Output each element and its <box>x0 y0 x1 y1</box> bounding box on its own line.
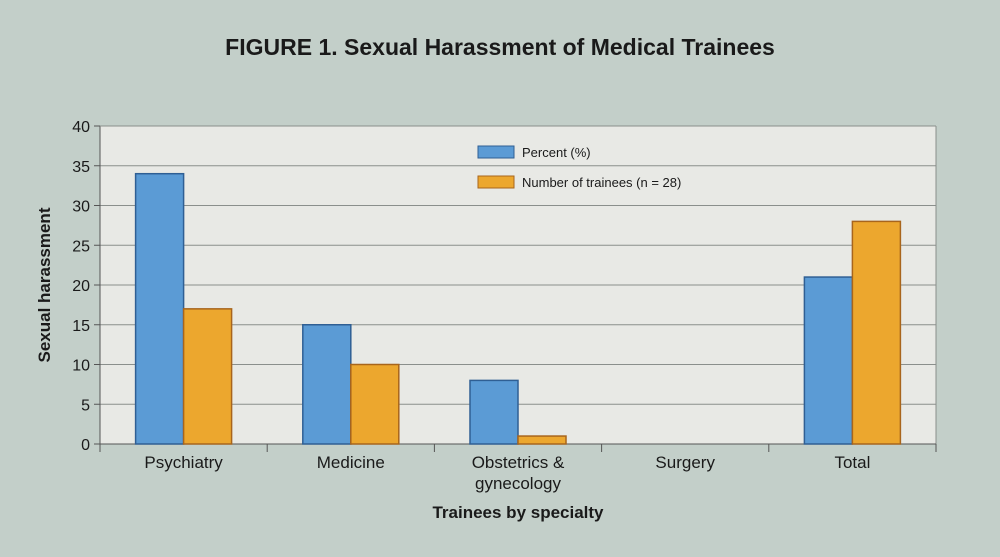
bar-0-2 <box>469 379 519 445</box>
x-tick-label-1: Medicine <box>317 453 385 472</box>
y-tick-label-0: 0 <box>81 437 90 454</box>
x-tick-label-0: Psychiatry <box>144 453 223 472</box>
x-tick-label-line: Medicine <box>317 453 385 472</box>
bar-1-1 <box>350 363 400 445</box>
bar-1-4 <box>851 220 902 445</box>
x-tick-label-3: Surgery <box>655 453 715 472</box>
y-tick-label-1: 5 <box>81 397 90 414</box>
x-tick-label-2: Obstetrics & gynecology <box>472 453 565 493</box>
bar-0-0 <box>134 172 185 445</box>
x-tick-label-line: Total <box>834 453 870 472</box>
y-axis-title: Sexual harassment <box>35 207 54 362</box>
legend-label-0: Percent (%) <box>522 145 591 160</box>
y-tick-label-7: 35 <box>72 159 90 176</box>
legend-label-1: Number of trainees (n = 28) <box>522 175 681 190</box>
y-tick-label-6: 30 <box>72 199 90 216</box>
y-tick-label-5: 25 <box>72 238 90 255</box>
x-tick-label-line: Surgery <box>655 453 715 472</box>
y-tick-label-4: 20 <box>72 278 90 295</box>
chart-title: FIGURE 1. Sexual Harassment of Medical T… <box>225 34 775 60</box>
bar-0-4 <box>803 276 854 445</box>
y-tick-label-8: 40 <box>72 119 90 136</box>
x-tick-label-line: Psychiatry <box>144 453 223 472</box>
bar-0-1 <box>302 324 352 445</box>
legend-swatch-0 <box>477 145 515 159</box>
y-tick-label-2: 10 <box>72 358 90 375</box>
x-axis-title: Trainees by specialty <box>432 503 604 522</box>
bar-1-0 <box>182 308 233 445</box>
legend-swatch-1 <box>477 175 515 189</box>
bar-1-2 <box>517 435 567 445</box>
x-tick-label-4: Total <box>834 453 870 472</box>
x-tick-label-line: gynecology <box>475 474 562 493</box>
x-tick-label-line: Obstetrics & <box>472 453 565 472</box>
y-tick-label-3: 15 <box>72 318 90 335</box>
